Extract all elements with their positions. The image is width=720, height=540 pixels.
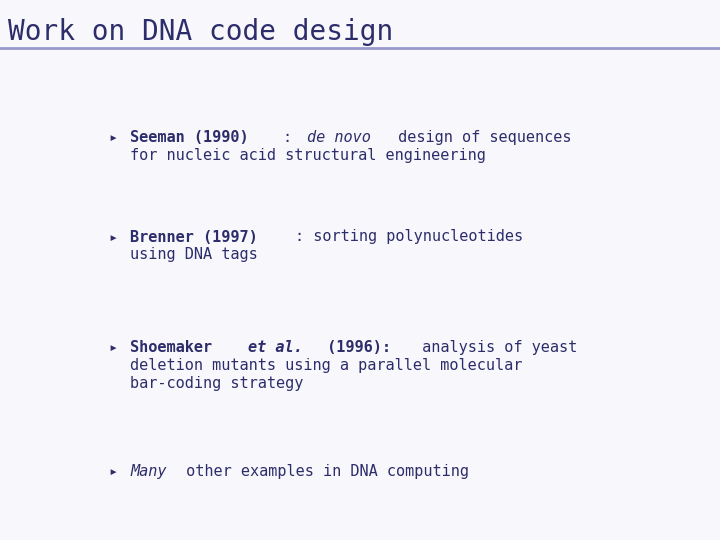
Text: Seeman (1990): Seeman (1990) (130, 130, 248, 145)
Text: ▸: ▸ (108, 340, 117, 355)
Text: using DNA tags: using DNA tags (130, 247, 258, 262)
Text: ▸: ▸ (108, 230, 117, 245)
Text: :: : (283, 130, 301, 145)
Text: et al.: et al. (248, 340, 302, 355)
Text: Brenner (1997): Brenner (1997) (130, 230, 258, 245)
Text: (1996):: (1996): (318, 340, 392, 355)
Text: Many: Many (130, 464, 166, 480)
Text: ▸: ▸ (108, 464, 117, 480)
Text: Shoemaker: Shoemaker (130, 340, 221, 355)
Text: bar-coding strategy: bar-coding strategy (130, 376, 303, 391)
Text: ▸: ▸ (108, 130, 117, 145)
Text: analysis of yeast: analysis of yeast (413, 340, 577, 355)
Text: for nucleic acid structural engineering: for nucleic acid structural engineering (130, 147, 486, 163)
Text: other examples in DNA computing: other examples in DNA computing (177, 464, 469, 480)
Text: : sorting polynucleotides: : sorting polynucleotides (294, 230, 523, 245)
Text: design of sequences: design of sequences (389, 130, 572, 145)
Text: deletion mutants using a parallel molecular: deletion mutants using a parallel molecu… (130, 358, 523, 373)
Text: Work on DNA code design: Work on DNA code design (8, 18, 393, 46)
Text: de novo: de novo (307, 130, 371, 145)
